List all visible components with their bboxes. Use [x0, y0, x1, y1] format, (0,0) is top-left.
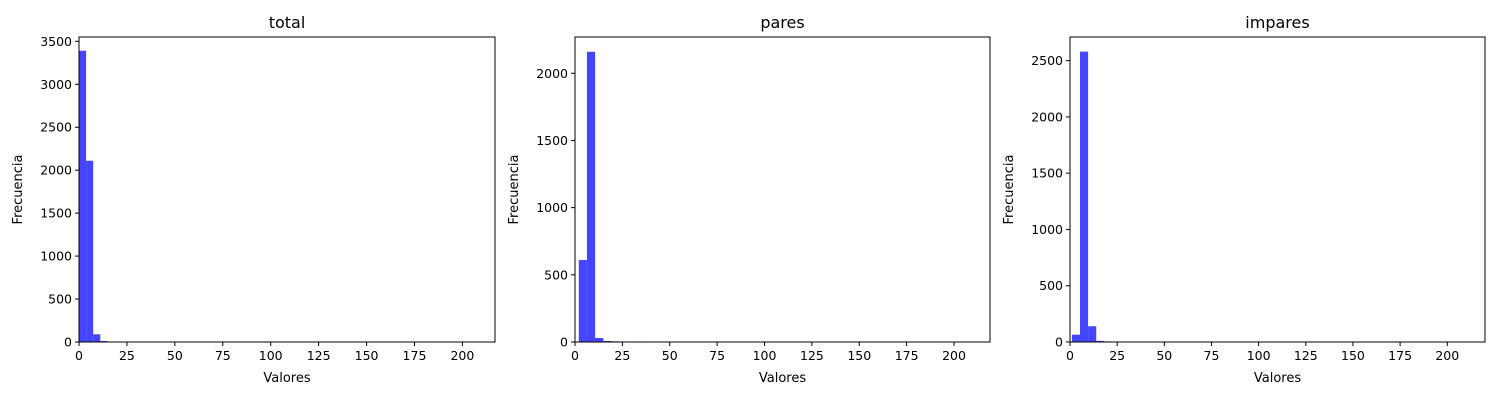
x-tick-label: 25 [119, 348, 135, 363]
x-tick-label: 100 [1247, 348, 1271, 363]
x-tick-label: 200 [450, 348, 474, 363]
y-tick-label: 2500 [40, 120, 72, 135]
x-tick-label: 75 [215, 348, 231, 363]
y-tick-label: 0 [1055, 335, 1063, 350]
x-axis-label: Valores [759, 371, 806, 386]
chart-title: pares [760, 13, 804, 32]
y-tick-label: 1000 [1031, 222, 1063, 237]
y-tick-label: 2000 [1031, 109, 1063, 124]
chart-title: total [269, 13, 306, 32]
histogram-bar [79, 50, 87, 342]
x-tick-label: 175 [403, 348, 427, 363]
histogram-bar [93, 334, 101, 342]
x-axis-label: Valores [1254, 371, 1301, 386]
x-tick-label: 125 [800, 348, 824, 363]
x-tick-label: 150 [355, 348, 379, 363]
histogram-panel-impares: 0 25 50 75 100 125 150 175 200050010001500200025… [1002, 13, 1486, 386]
y-tick-label: 0 [560, 335, 568, 350]
x-axis-label: Valores [263, 371, 310, 386]
x-tick-label: 50 [1156, 348, 1172, 363]
y-tick-label: 1500 [1031, 166, 1063, 181]
x-tick-label: 125 [1294, 348, 1318, 363]
histogram-bar [603, 340, 612, 342]
y-tick-label: 500 [544, 267, 568, 282]
histogram-bar [586, 51, 596, 342]
y-tick-label: 2500 [1031, 53, 1063, 68]
x-tick-label: 150 [847, 348, 871, 363]
histogram-bar [1080, 51, 1089, 342]
histogram-bar [100, 340, 108, 342]
x-tick-label: 25 [614, 348, 630, 363]
axes-frame [78, 36, 496, 343]
y-tick-label: 1500 [536, 133, 568, 148]
histogram-bar [1088, 326, 1097, 342]
x-tick-label: 150 [1341, 348, 1365, 363]
histogram-panel-total: 0 25 50 75 100 125 150 175 200050010001500200025… [11, 13, 496, 386]
x-tick-label: 0 [571, 348, 579, 363]
y-tick-label: 500 [48, 292, 72, 307]
y-tick-label: 2000 [536, 66, 568, 81]
y-axis-label: Frecuencia [1002, 155, 1017, 225]
histogram-bar [1071, 334, 1080, 342]
y-tick-label: 1000 [40, 249, 72, 264]
x-tick-label: 0 [75, 348, 83, 363]
x-tick-label: 50 [167, 348, 183, 363]
x-tick-label: 25 [1109, 348, 1125, 363]
x-tick-label: 100 [259, 348, 283, 363]
y-tick-label: 2000 [40, 163, 72, 178]
x-tick-label: 125 [307, 348, 331, 363]
x-tick-label: 200 [1435, 348, 1459, 363]
y-tick-label: 1000 [536, 200, 568, 215]
y-tick-label: 500 [1039, 278, 1063, 293]
y-tick-label: 1500 [40, 206, 72, 221]
x-tick-label: 50 [662, 348, 678, 363]
chart-title: impares [1245, 13, 1309, 32]
histogram-bar [86, 160, 94, 342]
histogram-bar [1096, 340, 1105, 342]
y-axis-label: Frecuencia [11, 155, 26, 225]
histogram-bar [595, 337, 604, 342]
histogram-bar [578, 260, 587, 342]
histogram-panel-pares: 0 25 50 75 100 125 150 175 2000500100015002000pa… [507, 13, 991, 386]
x-tick-label: 175 [895, 348, 919, 363]
x-tick-label: 75 [1204, 348, 1220, 363]
y-tick-label: 0 [64, 335, 72, 350]
y-axis-label: Frecuencia [507, 155, 522, 225]
x-tick-label: 175 [1388, 348, 1412, 363]
axes-frame [1069, 36, 1486, 343]
y-tick-label: 3000 [40, 77, 72, 92]
x-tick-label: 100 [753, 348, 777, 363]
x-tick-label: 200 [942, 348, 966, 363]
x-tick-label: 75 [709, 348, 725, 363]
x-tick-label: 0 [1066, 348, 1074, 363]
axes-frame [574, 36, 991, 343]
y-tick-label: 3500 [40, 34, 72, 49]
